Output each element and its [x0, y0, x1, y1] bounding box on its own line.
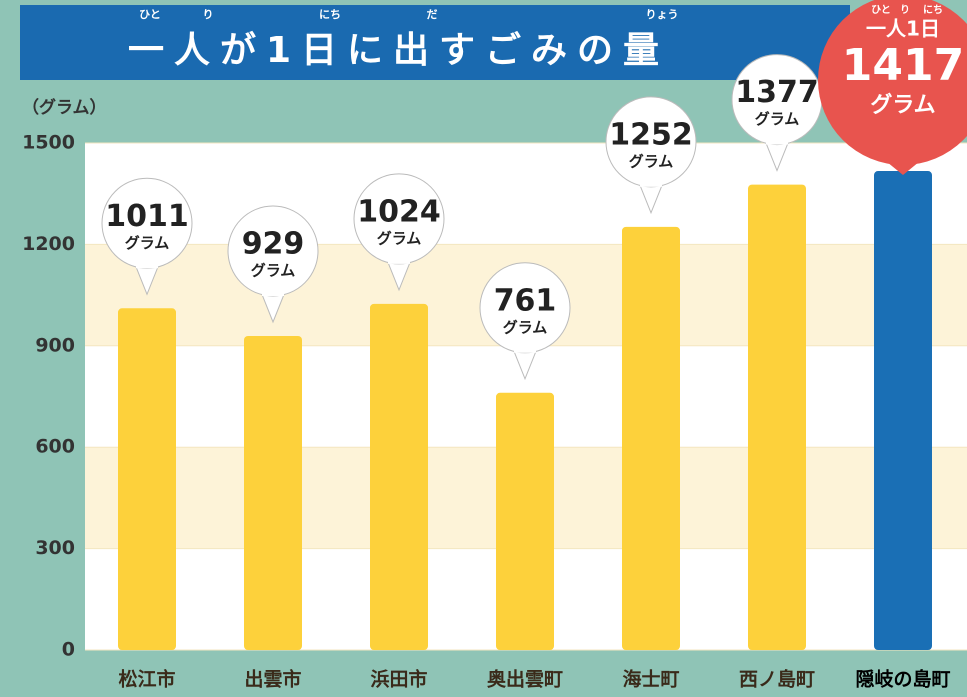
- y-tick-label: 0: [62, 639, 75, 661]
- title-band: [20, 5, 850, 80]
- y-tick-label: 1200: [22, 233, 75, 255]
- callout-join: [640, 180, 662, 187]
- value-unit: グラム: [377, 229, 422, 247]
- value-unit: グラム: [629, 152, 674, 170]
- bar: [496, 392, 554, 650]
- title-ruby: り: [203, 8, 214, 21]
- value-label: 929: [242, 226, 305, 261]
- y-tick-label: 300: [35, 537, 75, 559]
- value-label: 1252: [609, 117, 693, 152]
- title-ruby: にち: [319, 8, 341, 21]
- value-unit: グラム: [755, 110, 800, 128]
- value-label: 1024: [357, 194, 441, 229]
- callout-ruby: ひと: [871, 4, 891, 16]
- x-tick-label: 海士町: [622, 668, 679, 691]
- value-unit: グラム: [125, 234, 170, 252]
- bar: [370, 303, 428, 650]
- callout-join: [388, 257, 410, 264]
- title-ruby: りょう: [646, 8, 679, 21]
- callout-label: 一人1日: [866, 17, 940, 41]
- value-label: 761: [494, 283, 557, 318]
- bar: [874, 171, 932, 650]
- bar: [622, 226, 680, 650]
- x-tick-label: 隠岐の島町: [855, 668, 950, 691]
- callout: [818, 0, 967, 165]
- x-tick-label: 出雲市: [244, 668, 301, 691]
- x-tick-label: 松江市: [118, 668, 175, 691]
- x-tick-label: 奥出雲町: [487, 668, 563, 691]
- chart-title: 一人が1日に出すごみの量: [128, 30, 669, 71]
- value-label: 1377: [735, 75, 819, 110]
- callout-join: [136, 262, 158, 269]
- bar: [244, 335, 302, 650]
- callout-join: [766, 138, 788, 145]
- value-label: 1417: [842, 40, 964, 91]
- title-ruby: ひと: [139, 8, 161, 21]
- value-unit: グラム: [870, 92, 935, 118]
- y-tick-label: 1500: [22, 132, 75, 154]
- grid-band: [85, 143, 967, 245]
- callout-join: [262, 289, 284, 296]
- y-tick-label: 600: [35, 436, 75, 458]
- value-unit: グラム: [503, 318, 548, 336]
- callout-join: [514, 346, 536, 353]
- y-tick-label: 900: [35, 334, 75, 356]
- x-tick-label: 西ノ島町: [739, 668, 815, 691]
- bar: [118, 308, 176, 650]
- bar: [748, 184, 806, 650]
- callout-ruby: にち: [923, 4, 943, 16]
- value-label: 1011: [105, 199, 189, 234]
- value-unit: グラム: [251, 261, 296, 279]
- callout-ruby: り: [900, 4, 910, 16]
- y-axis-label: （グラム）: [22, 97, 107, 118]
- title-ruby: だ: [427, 8, 438, 21]
- x-tick-label: 浜田市: [370, 668, 427, 691]
